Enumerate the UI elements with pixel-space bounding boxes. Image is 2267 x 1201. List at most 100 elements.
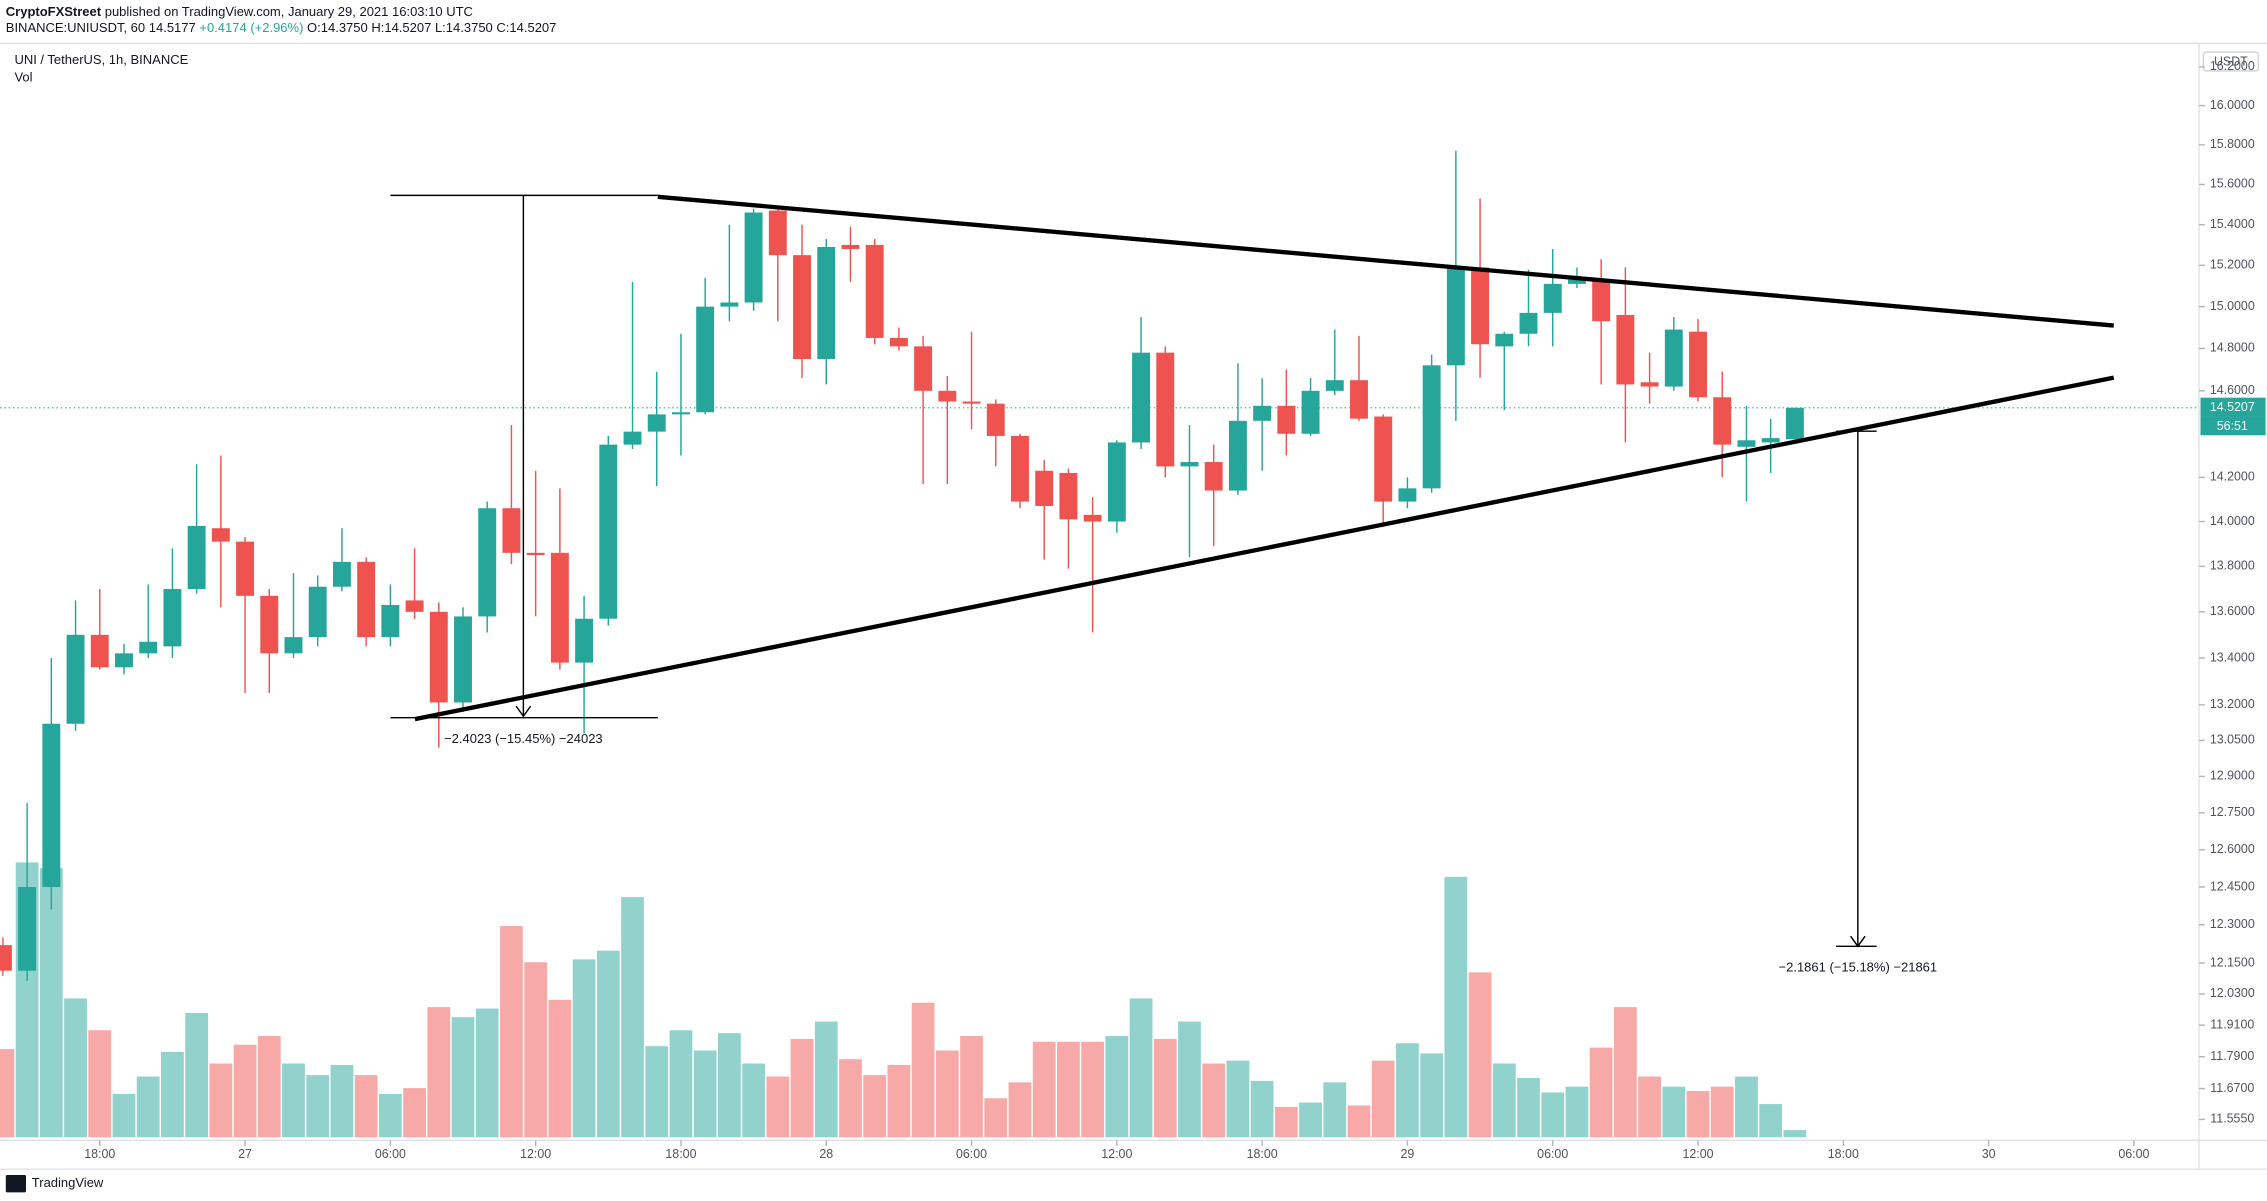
volume-bar: [1371, 1060, 1395, 1138]
candle-body: [1446, 267, 1465, 366]
marks: [0, 150, 2200, 1138]
y-tick-label: 16.0000: [2210, 98, 2255, 112]
y-tick-label: 15.8000: [2210, 137, 2255, 151]
candle-body: [1713, 397, 1732, 445]
candle-body: [526, 552, 545, 556]
candle-body: [1083, 514, 1102, 522]
x-tick-label: 30: [1982, 1147, 1996, 1161]
volume-bar: [766, 1076, 790, 1138]
candle-body: [211, 528, 230, 542]
candle-body: [1228, 420, 1247, 491]
candle-body: [550, 552, 569, 663]
candle-body: [18, 887, 37, 971]
volume-bar: [960, 1036, 983, 1138]
countdown-box: [2200, 416, 2266, 436]
candle-body: [623, 431, 642, 445]
candle-body: [115, 653, 133, 668]
candle-body: [1204, 462, 1223, 491]
candle-body: [1567, 279, 1586, 284]
candle-body: [1301, 390, 1320, 434]
volume-bar: [451, 1017, 475, 1138]
volume-bar: [0, 1049, 15, 1138]
candle-body: [42, 723, 61, 888]
candle-body: [139, 641, 158, 654]
volume-bar: [1613, 1007, 1637, 1138]
candle-body: [1543, 283, 1562, 313]
candle-body: [1689, 331, 1707, 398]
x-tick-label: 18:00: [665, 1147, 696, 1161]
author: CryptoFXStreet: [6, 4, 102, 19]
header-line: CryptoFXStreet published on TradingView.…: [6, 4, 473, 19]
y-tick-label: 15.6000: [2210, 177, 2255, 191]
volume-bar: [1735, 1076, 1758, 1138]
volume-bar: [935, 1050, 959, 1138]
volume-bar: [1057, 1041, 1080, 1138]
x-tick-label: 29: [1401, 1147, 1415, 1161]
candle-body: [1664, 329, 1683, 387]
x-tick-label: 18:00: [1828, 1147, 1859, 1161]
x-tick-label: 12:00: [1682, 1147, 1713, 1161]
arrow-head: [1850, 935, 1866, 948]
y-tick-label: 12.6000: [2210, 842, 2255, 856]
candle-body: [1350, 380, 1368, 419]
y-tick-label: 16.2000: [2210, 59, 2255, 73]
candle-body: [841, 244, 860, 250]
candle-body: [914, 346, 933, 391]
chart-title: UNI / TetherUS, 1h, BINANCE: [14, 52, 188, 67]
candle-body: [1640, 382, 1659, 387]
change: +0.4174 (+2.96%): [199, 20, 303, 35]
c-value: 14.5207: [509, 20, 556, 35]
candle-body: [1132, 352, 1151, 443]
volume-bar: [1202, 1063, 1226, 1138]
candle-body: [1616, 314, 1635, 385]
c-label: C:: [496, 20, 509, 35]
volume-bar: [1396, 1043, 1419, 1138]
x-tick-label: 18:00: [1247, 1147, 1278, 1161]
last: 14.5177: [149, 20, 196, 35]
o-value: 14.3750: [321, 20, 368, 35]
volume-bar: [500, 926, 523, 1138]
volume-bar: [1226, 1060, 1250, 1138]
volume-bar: [1250, 1080, 1274, 1138]
volume-bar: [1178, 1021, 1201, 1138]
candle-body: [986, 403, 1005, 436]
candle-body: [938, 390, 957, 402]
volume-bar: [1589, 1047, 1613, 1138]
candle-body: [1519, 312, 1538, 334]
volume-bar: [1662, 1086, 1686, 1138]
candle-body: [187, 525, 206, 590]
volume-label: Vol: [14, 70, 32, 85]
volume-bar: [1686, 1091, 1710, 1138]
volume-bar: [209, 1063, 233, 1138]
measure-label: −2.1861 (−15.18%) −21861: [1779, 959, 1938, 974]
upper-trendline: [657, 194, 2114, 328]
quote-line: BINANCE:UNIUSDT, 60 14.5177 +0.4174 (+2.…: [6, 20, 557, 35]
volume-bar: [427, 1007, 451, 1138]
volume-bar: [717, 1033, 741, 1138]
y-tick-label: 11.9100: [2210, 1017, 2254, 1031]
candle-body: [357, 561, 376, 638]
volume-bar: [354, 1075, 378, 1138]
candle-body: [768, 210, 787, 256]
candle-body: [1761, 438, 1780, 443]
volume-bar: [161, 1051, 184, 1138]
y-tick-label: 15.0000: [2210, 299, 2255, 313]
volume-bar: [742, 1063, 765, 1138]
candle-body: [284, 637, 303, 654]
volume-bar: [1032, 1041, 1056, 1138]
volume-bar: [112, 1093, 136, 1138]
volume-bar: [1783, 1130, 1807, 1138]
volume-bar: [645, 1046, 669, 1138]
y-tick-label: 15.2000: [2210, 258, 2255, 272]
volume-bar: [378, 1093, 402, 1138]
volume-bar: [596, 950, 620, 1138]
candle-body: [720, 302, 739, 307]
symbol: BINANCE:UNIUSDT, 60: [6, 20, 145, 35]
volume-bar: [136, 1076, 160, 1138]
volume-bar: [1008, 1082, 1032, 1138]
y-tick-label: 13.0500: [2210, 733, 2255, 747]
candle-body: [1156, 352, 1175, 467]
last-price-box: [2200, 397, 2266, 417]
candle-body: [817, 246, 836, 359]
